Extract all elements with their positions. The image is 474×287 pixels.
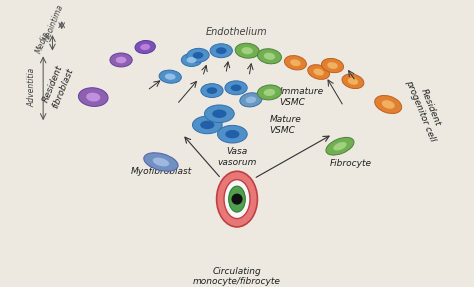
Ellipse shape [240,93,262,107]
Ellipse shape [217,171,257,227]
Ellipse shape [159,70,182,83]
Ellipse shape [207,87,217,94]
Ellipse shape [224,180,250,219]
Ellipse shape [201,84,223,98]
Ellipse shape [264,53,275,60]
Ellipse shape [225,130,239,138]
Circle shape [231,193,243,205]
Ellipse shape [342,74,364,89]
Ellipse shape [257,85,282,100]
Ellipse shape [193,52,203,59]
Ellipse shape [86,93,100,102]
Ellipse shape [116,57,127,63]
Ellipse shape [246,96,256,103]
Ellipse shape [216,47,227,54]
Ellipse shape [241,47,253,54]
Ellipse shape [290,59,301,66]
Text: Resident
progenitor cell: Resident progenitor cell [404,75,447,143]
Ellipse shape [187,49,209,62]
Ellipse shape [153,158,169,166]
Text: Immature
VSMC: Immature VSMC [280,87,324,107]
Ellipse shape [200,121,214,129]
Ellipse shape [205,105,234,123]
Ellipse shape [327,62,338,69]
Ellipse shape [210,44,232,58]
Ellipse shape [375,96,401,114]
Ellipse shape [225,81,247,95]
Ellipse shape [284,56,306,70]
Text: Mature
VSMC: Mature VSMC [269,115,301,135]
Ellipse shape [231,84,241,91]
Ellipse shape [212,110,227,118]
Ellipse shape [333,142,346,150]
Ellipse shape [140,44,150,50]
Text: Fibrocyte: Fibrocyte [330,159,372,168]
Ellipse shape [165,73,175,80]
Text: Neointima: Neointima [43,3,66,43]
Ellipse shape [135,40,155,53]
Ellipse shape [235,43,259,58]
Text: Media: Media [35,30,52,55]
Ellipse shape [78,88,108,106]
Ellipse shape [182,53,202,67]
Text: Circulating
monocyte/fibrocyte: Circulating monocyte/fibrocyte [193,267,281,286]
Ellipse shape [192,116,222,134]
Ellipse shape [264,89,275,96]
Ellipse shape [321,59,344,73]
Ellipse shape [110,53,132,67]
Text: Myofibroblast: Myofibroblast [130,167,191,176]
Text: Endothelium: Endothelium [206,27,268,37]
Ellipse shape [313,69,324,75]
Text: Vasa
vasorum: Vasa vasorum [217,147,257,167]
Ellipse shape [382,100,395,109]
Ellipse shape [348,78,358,85]
Ellipse shape [257,49,282,64]
Ellipse shape [228,186,246,212]
Ellipse shape [308,65,329,79]
Ellipse shape [187,57,196,63]
Text: Resident
fibroblast: Resident fibroblast [41,63,75,109]
Ellipse shape [218,125,247,143]
Ellipse shape [144,153,178,171]
Ellipse shape [326,137,354,155]
Text: Adventitia: Adventitia [27,68,36,107]
